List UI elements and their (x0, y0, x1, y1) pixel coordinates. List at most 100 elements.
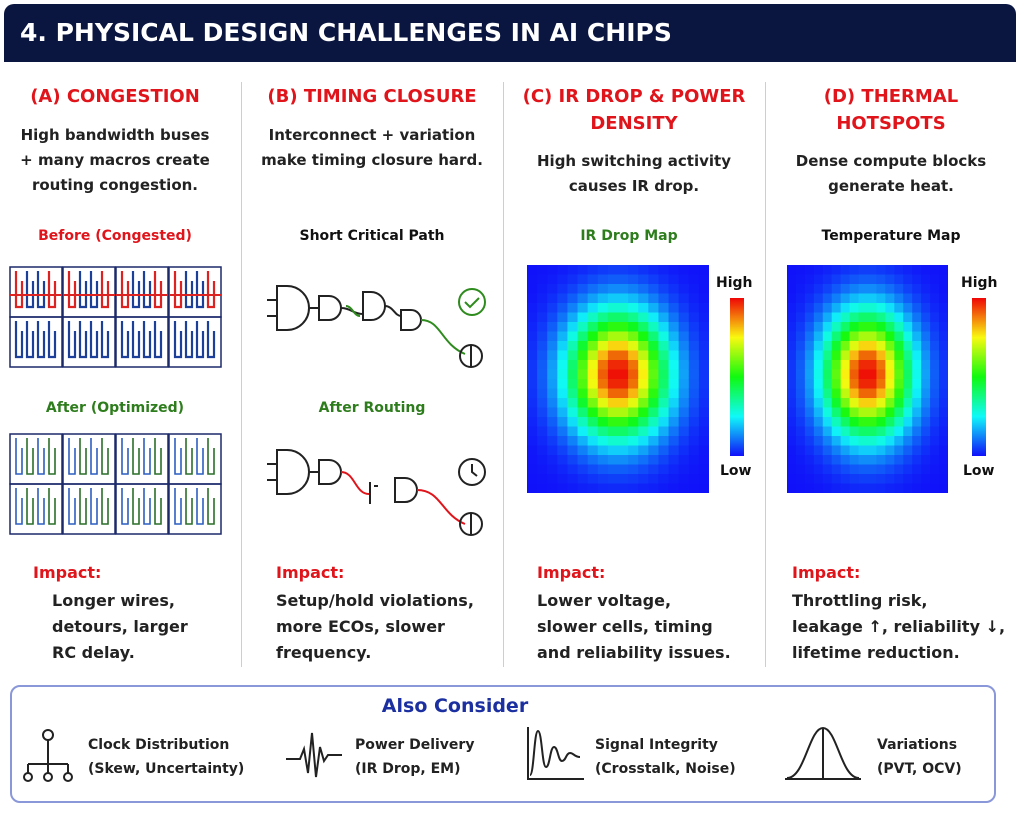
heat-cell (638, 369, 649, 380)
heat-cell (858, 436, 868, 446)
heat-cell (903, 379, 913, 389)
heat-cell (867, 455, 877, 465)
heat-cell (795, 331, 806, 342)
heat-cell (867, 474, 877, 484)
heat-cell (658, 284, 670, 294)
heat-cell (930, 274, 940, 285)
heat-cell (557, 322, 568, 332)
heat-cell (804, 426, 815, 437)
heat-cell (813, 293, 824, 304)
heat-cell (638, 407, 649, 418)
heat-cell (688, 360, 700, 370)
heat-cell (547, 436, 558, 446)
heat-cell (831, 455, 842, 465)
heat-cell (804, 455, 815, 465)
heat-cell (849, 284, 860, 294)
heat-cell (939, 455, 948, 465)
heat-cell (795, 474, 806, 484)
heat-cell (648, 407, 659, 418)
heat-cell (597, 464, 609, 475)
heat-cell (894, 360, 904, 370)
heat-cell (618, 445, 629, 456)
heat-cell (547, 265, 558, 275)
heat-cell (813, 407, 824, 418)
heat-cell (678, 445, 690, 456)
heat-cell (921, 369, 931, 380)
heat-cell (668, 464, 680, 475)
wire (207, 438, 215, 475)
heat-cell (648, 388, 659, 399)
line: Setup/hold violations, (276, 591, 474, 610)
description: Dense compute blocks generate heat. (766, 149, 1016, 199)
wire (121, 438, 129, 475)
heat-cell (921, 379, 931, 389)
heat-cell (668, 360, 680, 370)
heat-cell (618, 426, 629, 437)
heat-cell (537, 350, 548, 361)
heat-cell (577, 274, 589, 285)
heat-cell (698, 274, 709, 285)
heat-cell (668, 398, 680, 408)
heat-cell (804, 312, 815, 323)
heat-cell (567, 293, 579, 304)
heat-cell (607, 274, 619, 285)
heat-cell (795, 265, 806, 275)
heat-cell (698, 312, 709, 323)
wire (142, 271, 152, 309)
wire (67, 321, 77, 359)
heat-cell (557, 445, 568, 456)
heat-cell (638, 455, 649, 465)
heat-cell (587, 284, 599, 294)
heat-cell (903, 407, 913, 418)
heat-cell (628, 284, 639, 294)
heat-cell (804, 388, 815, 399)
heat-cell (787, 445, 797, 456)
heat-cell (912, 474, 922, 484)
line: Longer wires, (52, 591, 175, 610)
heat-cell (867, 426, 877, 437)
heat-cell (876, 483, 886, 493)
heat-cell (885, 417, 895, 427)
heat-cell (688, 265, 700, 275)
heat-cell (567, 303, 579, 313)
heat-cell (547, 445, 558, 456)
heat-cell (867, 379, 877, 389)
heat-cell (668, 322, 680, 332)
heat-cell (795, 293, 806, 304)
heat-cell (939, 483, 948, 493)
heat-cell (939, 303, 948, 313)
line: frequency. (276, 643, 372, 662)
heat-cell (858, 284, 868, 294)
heat-cell (849, 265, 860, 275)
heat-cell (930, 265, 940, 275)
heat-cell (597, 398, 609, 408)
heat-cell (787, 407, 797, 418)
heat-cell (831, 350, 842, 361)
heat-cell (787, 417, 797, 427)
heat-cell (822, 455, 833, 465)
heat-cell (876, 455, 886, 465)
heat-cell (597, 341, 609, 351)
heat-cell (787, 369, 797, 380)
wire (101, 438, 109, 475)
heat-cell (527, 474, 538, 484)
wire (120, 271, 130, 309)
heat-cell (607, 303, 619, 313)
heat-cell (607, 398, 619, 408)
heat-cell (537, 436, 548, 446)
wire (90, 488, 98, 525)
line: High bandwidth buses (20, 126, 210, 144)
heat-cell (939, 331, 948, 342)
heat-cell (912, 360, 922, 370)
heat-cell (618, 388, 629, 399)
heat-cell (587, 341, 599, 351)
heat-cell (547, 426, 558, 437)
heat-cell (822, 265, 833, 275)
legend-low: Low (963, 463, 995, 479)
heat-cell (537, 284, 548, 294)
heat-cell (831, 274, 842, 285)
heat-cell (618, 369, 629, 380)
heat-cell (688, 398, 700, 408)
heat-cell (587, 474, 599, 484)
heat-cell (587, 388, 599, 399)
